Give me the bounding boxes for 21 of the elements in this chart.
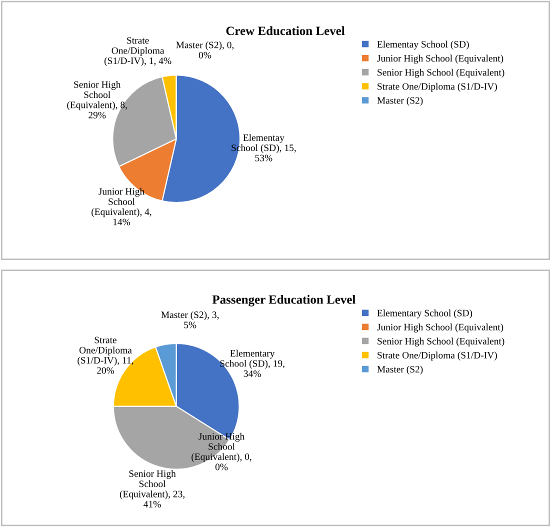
chart-title: Crew Education Level [226,26,345,36]
legend-label: Master (S2) [377,96,423,106]
data-label: Senior High School (Equivalent), 8, 29% [67,81,127,118]
legend-label: Junior High School (Equivalent) [377,54,504,64]
data-label: Senior High School (Equivalent), 23, 41% [120,470,184,508]
data-label: Strate One/Diploma (S1/D-IV), 1, 4% [104,37,172,66]
legend-label: Master (S2) [377,366,423,375]
legend-label: Senior High School (Equivalent) [378,338,504,346]
data-label: Junior High School (Equivalent), 4, 14% [92,188,152,226]
text: Master (S2), 0, 0% [176,41,234,58]
text: Junior High School (Equivalent), 0, 0% [192,432,252,470]
legend-label: Strate One/Diploma (S1/D-IV) [378,352,497,360]
legend-label: Elementary School (SD) [377,309,472,318]
data-label: Strate One/Diploma (S1/D-IV), 11, 20% [78,336,134,374]
legend-label: Junior High School (Equivalent) [377,324,504,332]
legend-label: Strate One/Diploma (S1/D-IV) [378,82,497,92]
chart-title: Passenger Education Level [212,294,356,306]
legend-label: Senior High School (Equivalent) [378,68,504,78]
data-label: Elementary School (SD), 19, 34% [220,350,284,377]
data-label: Master (S2), 3, 5% [161,311,219,328]
legend-label: Elementay School (SD) [377,40,469,50]
